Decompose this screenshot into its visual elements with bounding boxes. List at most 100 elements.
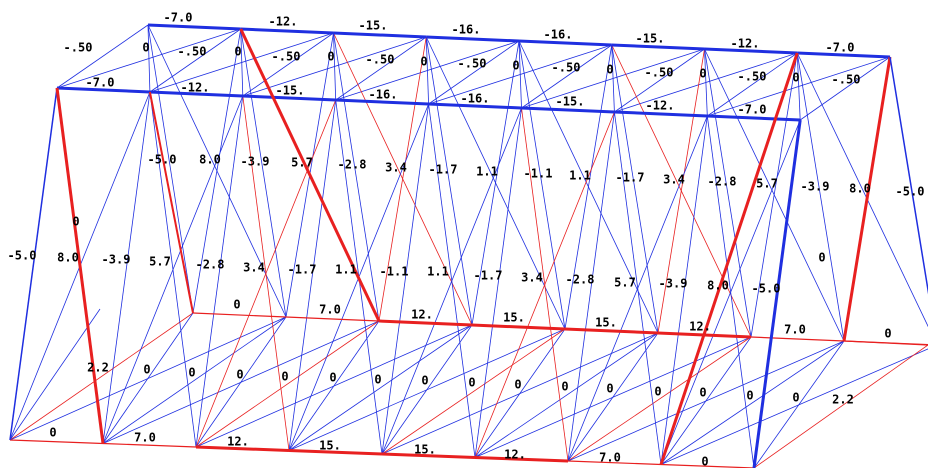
force-label: -16. bbox=[461, 92, 490, 106]
bottom-brace bbox=[567, 336, 752, 462]
top-chord bbox=[56, 86, 150, 94]
force-label: 0 bbox=[49, 426, 56, 440]
end-post bbox=[9, 87, 58, 441]
force-label: 12. bbox=[504, 448, 526, 462]
force-label: 15. bbox=[595, 316, 617, 330]
diagonal bbox=[239, 28, 381, 322]
force-label: -1.1 bbox=[524, 167, 553, 181]
force-label: 2.2 bbox=[832, 393, 854, 407]
vertical bbox=[333, 32, 380, 322]
floor-beam bbox=[660, 336, 752, 465]
diagonal bbox=[750, 52, 798, 338]
vertical bbox=[102, 91, 151, 444]
force-label: 12. bbox=[227, 435, 249, 449]
force-label: 0 bbox=[420, 55, 427, 69]
force-label: 0 bbox=[327, 50, 334, 64]
bottom-chord bbox=[471, 323, 566, 331]
force-label: 0 bbox=[236, 368, 243, 382]
force-label: -.50 bbox=[366, 53, 395, 67]
force-label: 0 bbox=[374, 373, 381, 387]
force-label: 3.4 bbox=[521, 271, 543, 285]
members bbox=[9, 23, 928, 468]
force-label: 0 bbox=[281, 370, 288, 384]
top-strut bbox=[335, 36, 427, 101]
force-label: -.50 bbox=[458, 57, 487, 71]
force-label: -1.7 bbox=[474, 269, 503, 283]
force-label: -15. bbox=[276, 84, 305, 98]
force-label: 0 bbox=[421, 374, 428, 388]
force-label: -5.0 bbox=[148, 153, 177, 167]
top-chord bbox=[335, 98, 429, 106]
force-label: -2.8 bbox=[566, 273, 595, 287]
force-label: -.50 bbox=[832, 73, 861, 87]
force-label: 0 bbox=[188, 366, 195, 380]
force-label: 15. bbox=[414, 443, 436, 457]
top-strut bbox=[799, 56, 891, 121]
force-label: -15. bbox=[636, 32, 665, 46]
force-label: -7.0 bbox=[738, 103, 767, 117]
force-label: -.50 bbox=[738, 70, 767, 84]
top-brace bbox=[425, 36, 429, 105]
diagonal bbox=[657, 48, 705, 334]
force-label: -1.1 bbox=[380, 265, 409, 279]
end-post bbox=[55, 87, 105, 444]
force-label: 8.0 bbox=[849, 182, 871, 196]
force-label: -5.0 bbox=[8, 249, 37, 263]
bottom-chord bbox=[288, 449, 383, 456]
floor-beam bbox=[195, 316, 287, 448]
force-label: -7.0 bbox=[86, 76, 115, 90]
top-brace bbox=[796, 52, 801, 121]
diagonal bbox=[102, 95, 244, 444]
force-label: 0 bbox=[792, 71, 799, 85]
force-label: -16. bbox=[452, 23, 481, 37]
end-post bbox=[752, 119, 802, 468]
top-chord bbox=[242, 94, 336, 102]
force-label: -1.7 bbox=[429, 163, 458, 177]
top-chord bbox=[240, 27, 334, 35]
top-strut bbox=[56, 24, 149, 89]
force-label: 12. bbox=[411, 308, 433, 322]
force-label: 0 bbox=[233, 298, 240, 312]
force-label: -7.0 bbox=[826, 41, 855, 55]
force-label: -.50 bbox=[552, 61, 581, 75]
force-label: 7.0 bbox=[599, 451, 621, 465]
force-label: -16. bbox=[369, 88, 398, 102]
force-label: -15. bbox=[359, 19, 388, 33]
floor-beam bbox=[288, 320, 380, 451]
end-post bbox=[842, 56, 892, 342]
force-label: 0 bbox=[746, 389, 753, 403]
force-label: -12. bbox=[269, 15, 298, 29]
bottom-chord bbox=[474, 456, 569, 463]
force-label: 3.4 bbox=[243, 261, 265, 275]
force-label: 1.1 bbox=[569, 169, 591, 183]
vertical bbox=[147, 24, 194, 314]
bottom-chord bbox=[192, 312, 287, 318]
vertical bbox=[889, 56, 928, 293]
force-label: 5.7 bbox=[614, 276, 636, 290]
vertical bbox=[660, 115, 708, 465]
floor-beam bbox=[567, 332, 659, 462]
diagonal bbox=[660, 119, 801, 465]
top-strut bbox=[521, 44, 612, 109]
vertical bbox=[474, 107, 522, 458]
force-label: 0 bbox=[514, 378, 521, 392]
force-label: -3.9 bbox=[241, 155, 270, 169]
force-label: -2.8 bbox=[338, 158, 367, 172]
force-label: 0 bbox=[143, 363, 150, 377]
floor-beam bbox=[102, 312, 194, 444]
diagonal bbox=[567, 115, 708, 462]
diagonal bbox=[796, 52, 928, 328]
floor-beam bbox=[9, 308, 101, 441]
force-label: 0 bbox=[606, 63, 613, 77]
top-chord bbox=[518, 39, 612, 47]
diagonal bbox=[474, 111, 615, 458]
bottom-chord bbox=[285, 316, 380, 322]
diagonal bbox=[378, 36, 427, 322]
force-label: 0 bbox=[606, 382, 613, 396]
force-label: 15. bbox=[319, 439, 341, 453]
force-label: 0 bbox=[654, 385, 661, 399]
bottom-brace bbox=[195, 320, 380, 448]
bottom-brace bbox=[753, 344, 928, 468]
diagonal bbox=[192, 28, 242, 314]
